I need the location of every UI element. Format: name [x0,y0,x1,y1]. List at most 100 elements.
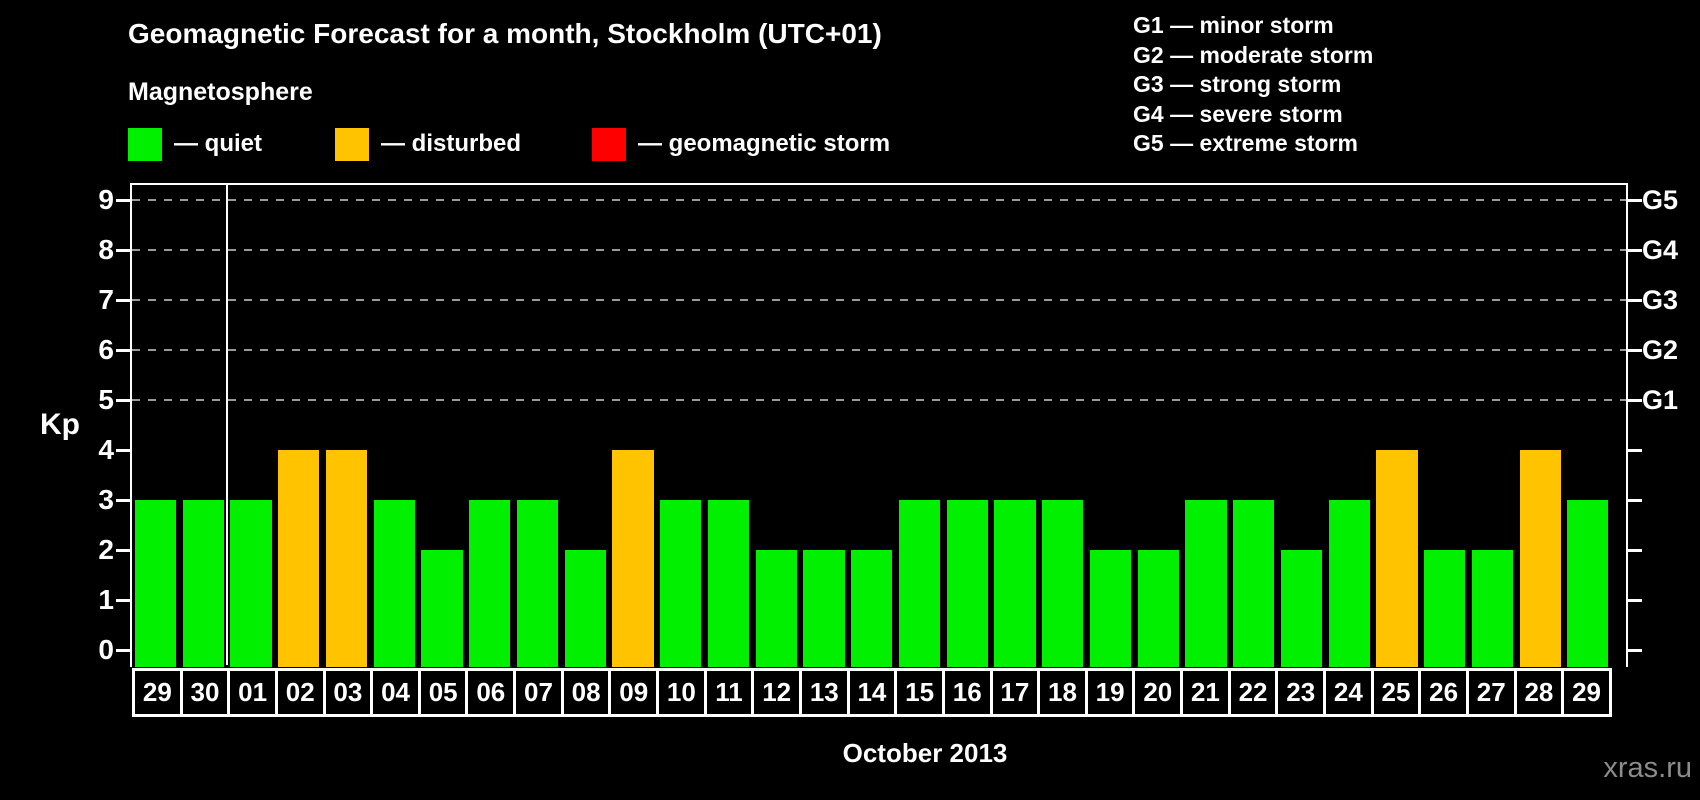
y-axis-label-kp: Kp [40,408,80,441]
watermark: xras.ru [1603,752,1692,784]
y-tick-right-5 [1628,399,1642,402]
y-tick-left-0 [116,649,130,652]
bar-day-18 [1042,500,1084,667]
date-cell-22: 22 [1227,668,1279,717]
y-tick-right-9 [1628,199,1642,202]
bar-day-26 [1424,550,1466,667]
bar-day-24 [1328,500,1370,667]
date-cell-09: 09 [608,668,660,717]
y-tick-label-0: 0 [98,634,114,665]
gridline-kp9 [132,199,1626,201]
date-cell-20: 20 [1132,668,1184,717]
y-tick-label-4: 4 [98,434,114,465]
geomagnetic-storm-color-swatch [592,127,626,161]
storm-legend-g4: G4 — severe storm [1133,100,1343,127]
date-cell-19: 19 [1084,668,1136,717]
bar-day-06 [469,500,511,667]
bar-day-17 [994,500,1036,667]
date-cell-08: 08 [560,668,612,717]
chart-subtitle: Magnetosphere [128,78,313,106]
bar-day-01 [230,500,272,667]
date-cell-23: 23 [1275,668,1327,717]
gridline-kp5 [132,399,1626,401]
bar-day-02 [278,450,320,667]
date-cell-02: 02 [274,668,326,717]
date-cell-03: 03 [322,668,374,717]
bar-day-09 [612,450,654,667]
right-axis-label-g2: G2 [1642,335,1679,365]
date-cell-06: 06 [465,668,517,717]
bar-day-29 [135,500,177,667]
y-tick-label-7: 7 [98,284,114,315]
date-cell-30-prev-month: 30 [179,668,231,717]
date-cell-29: 29 [1561,668,1612,717]
y-tick-left-9 [116,199,130,202]
y-tick-left-2 [116,549,130,552]
bar-day-11 [707,500,750,667]
date-cell-24: 24 [1323,668,1374,717]
bar-day-21 [1185,500,1227,667]
y-tick-left-4 [116,449,130,452]
date-cell-10: 10 [656,668,707,717]
bar-day-15 [898,500,941,667]
y-tick-right-1 [1628,599,1642,602]
y-tick-left-8 [116,249,130,252]
y-tick-right-8 [1628,249,1642,252]
bar-day-29 [1567,500,1609,667]
y-tick-right-0 [1628,649,1642,652]
date-cell-04: 04 [370,668,421,717]
bar-day-07 [516,500,559,667]
bar-day-28 [1519,450,1561,667]
storm-legend-g2: G2 — moderate storm [1133,41,1374,68]
x-axis-date-row: 29 30 01 02 03 04 05 06 07 08 09 10 11 12 13 14 15 16 17 18… [132,668,1612,717]
bar-day-19 [1089,550,1132,667]
bar-day-22 [1233,500,1275,667]
gridline-kp7 [132,299,1626,301]
right-axis-label-g4: G4 [1642,235,1679,265]
date-cell-21: 21 [1180,668,1231,717]
storm-scale-legend: G1 — minor storm G2 — moderate storm G3 … [1133,11,1373,159]
y-tick-left-5 [116,399,130,402]
right-axis-label-g5: G5 [1642,185,1679,215]
date-cell-17: 17 [989,668,1041,717]
date-cell-29-prev-month: 29 [132,668,183,717]
bar-day-10 [660,500,702,667]
bar-day-12 [755,550,797,667]
y-tick-right-7 [1628,299,1642,302]
bar-day-25 [1376,450,1418,667]
date-cell-01: 01 [227,668,278,717]
date-cell-27: 27 [1465,668,1517,717]
y-tick-right-2 [1628,549,1642,552]
storm-legend-g1: G1 — minor storm [1133,12,1334,38]
legend-item-quiet: — quiet [128,127,262,161]
date-cell-16: 16 [941,668,993,717]
legend-label-quiet: — quiet [174,130,262,157]
date-cell-15: 15 [894,668,945,717]
date-cell-13: 13 [798,668,850,717]
bar-day-08 [564,550,606,667]
disturbed-color-swatch [335,127,369,161]
date-cell-07: 07 [513,668,564,717]
bar-day-27 [1471,550,1513,667]
bar-day-05 [421,550,463,667]
date-cell-14: 14 [846,668,898,717]
y-tick-left-7 [116,299,130,302]
x-axis-label-month: October 2013 [842,738,1008,768]
bar-day-16 [946,500,988,667]
legend-label-geomagnetic-storm: — geomagnetic storm [638,130,891,157]
date-cell-05: 05 [417,668,469,717]
bar-day-30 [182,500,224,667]
bar-day-13 [803,550,845,667]
y-tick-right-6 [1628,349,1642,352]
bar-day-04 [373,500,415,667]
date-cell-25: 25 [1370,668,1422,717]
gridline-kp6 [132,349,1626,351]
bar-day-23 [1280,550,1323,667]
y-tick-right-4 [1628,449,1642,452]
y-tick-label-5: 5 [98,384,114,415]
date-cell-28: 28 [1513,668,1565,717]
y-tick-label-1: 1 [98,584,114,615]
bar-day-14 [851,550,893,667]
right-axis-label-g3: G3 [1642,285,1679,315]
